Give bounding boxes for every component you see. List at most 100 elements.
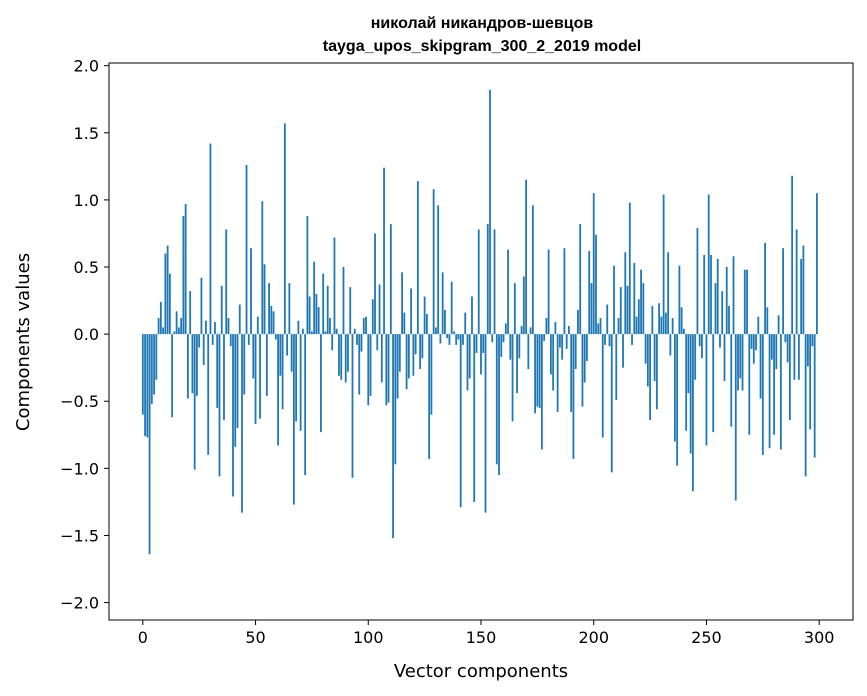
bar	[457, 334, 460, 340]
bar	[232, 334, 234, 497]
bar	[159, 301, 162, 335]
bar	[538, 334, 541, 408]
bar	[563, 248, 566, 335]
y-tick-label: 2.0	[74, 57, 99, 76]
bar	[214, 322, 216, 335]
bar	[660, 316, 663, 335]
bar	[531, 205, 534, 335]
bar	[761, 334, 764, 455]
bar	[572, 334, 575, 459]
bar	[750, 334, 753, 349]
x-tick-label: 200	[578, 628, 609, 647]
bar	[180, 318, 183, 335]
bar	[604, 334, 606, 345]
bar	[177, 327, 180, 335]
bar	[272, 311, 275, 335]
bar	[385, 334, 388, 406]
bar	[338, 334, 340, 376]
bar	[453, 331, 455, 335]
bar	[290, 334, 293, 372]
bar	[507, 249, 509, 335]
bar	[241, 334, 243, 513]
bar	[459, 334, 462, 508]
bar	[394, 334, 397, 465]
bar	[421, 334, 424, 359]
bar	[211, 334, 214, 345]
y-tick-label: −0.5	[60, 392, 99, 411]
bar	[807, 334, 809, 367]
bar	[200, 277, 203, 335]
bar	[664, 312, 667, 335]
bar	[344, 334, 347, 383]
bar	[322, 273, 325, 335]
x-axis: 0 50 100 150 200 250 300	[138, 620, 834, 647]
bar	[734, 334, 737, 501]
bar	[423, 296, 426, 335]
bar	[746, 269, 748, 335]
bar	[263, 264, 266, 335]
x-tick-label: 250	[691, 628, 722, 647]
bar	[439, 334, 442, 344]
bar	[283, 123, 286, 335]
bar	[292, 334, 295, 505]
bar	[173, 331, 176, 335]
bar	[295, 334, 298, 422]
bar	[333, 237, 336, 335]
bar	[279, 334, 282, 376]
bar	[696, 228, 699, 335]
bar	[703, 254, 706, 335]
bar	[141, 334, 144, 415]
bar	[164, 253, 167, 335]
bar	[714, 283, 717, 335]
bar	[549, 334, 552, 375]
bar	[597, 323, 600, 335]
bar	[782, 248, 785, 335]
bar	[299, 334, 302, 431]
bar	[504, 323, 507, 335]
bar	[511, 334, 514, 422]
bar	[412, 334, 415, 376]
bar	[462, 334, 464, 345]
bar	[268, 283, 270, 335]
bar	[719, 334, 721, 348]
bar	[757, 316, 760, 335]
bar	[175, 311, 178, 335]
bar	[148, 334, 151, 555]
bar	[475, 334, 478, 353]
bar	[588, 250, 591, 335]
bar	[592, 193, 595, 335]
bar	[777, 315, 780, 335]
x-tick-label: 150	[466, 628, 497, 647]
y-tick-label: −1.5	[60, 526, 99, 545]
bar	[637, 299, 640, 335]
bar	[705, 334, 708, 446]
y-tick-label: 1.5	[74, 124, 99, 143]
bar	[680, 307, 683, 335]
bar	[315, 293, 318, 335]
bar	[405, 334, 408, 390]
y-tick-label: 0.0	[74, 325, 99, 344]
bar	[599, 318, 602, 335]
bar	[207, 334, 210, 455]
bar	[387, 334, 390, 403]
y-axis: −2.0 −1.5 −1.0 −0.5 0.0 0.5 1.0 1.5 2.0	[60, 57, 109, 613]
bar	[721, 291, 724, 335]
bar	[710, 254, 712, 335]
bar	[608, 334, 611, 347]
bar	[441, 272, 444, 335]
bar	[694, 334, 697, 380]
bar	[398, 334, 401, 372]
bar	[565, 334, 568, 349]
bar	[301, 328, 304, 335]
bar	[234, 334, 237, 447]
bar	[489, 89, 491, 335]
bar	[304, 334, 307, 476]
bar	[450, 281, 453, 335]
bar	[595, 234, 597, 335]
bar	[162, 327, 165, 335]
bar	[486, 224, 489, 335]
bar	[655, 334, 658, 410]
bar	[189, 291, 192, 335]
bar	[491, 334, 494, 343]
